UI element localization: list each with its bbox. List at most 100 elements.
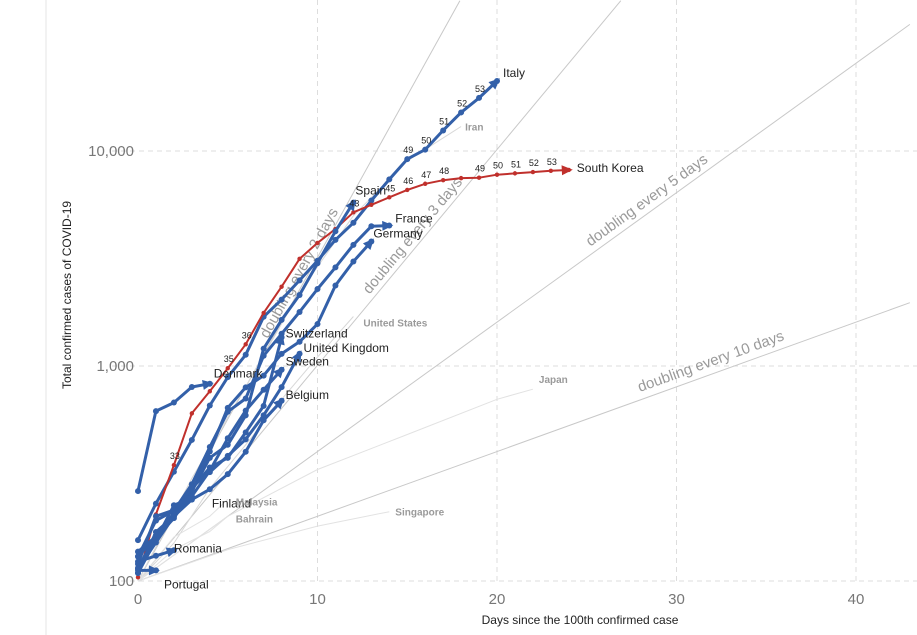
data-point [279,284,284,289]
data-point [242,395,249,402]
data-point [135,558,141,565]
x-axis-title: Days since the 100th confirmed case [482,613,679,627]
data-point [206,486,213,493]
series-label: Italy [503,66,525,80]
series-label: Singapore [395,508,444,519]
data-point [242,448,249,455]
data-point [206,402,213,409]
point-label: 46 [403,176,413,186]
data-point [476,94,483,101]
series-arrowhead [561,165,573,176]
data-point [152,537,159,544]
data-point [332,282,339,289]
series-arrowhead [148,565,160,576]
data-point [350,219,357,226]
data-point [296,291,303,298]
data-point [135,548,141,555]
data-point [260,417,267,424]
data-point [332,236,339,243]
data-point [260,345,267,352]
point-label: 47 [421,170,431,180]
data-point [423,181,428,186]
data-point [224,471,231,478]
axes: Days since the 100th confirmed case Tota… [60,143,864,627]
data-point [242,429,249,436]
series-line [136,496,193,574]
series-arrowhead [488,78,500,90]
doubling-label: doubling every 10 days [635,327,786,395]
point-label: 48 [439,166,449,176]
data-point [296,277,303,284]
series-label: Romania [174,541,222,555]
x-tick-label: 40 [848,591,865,608]
point-label: 53 [475,84,485,94]
data-point [242,436,249,443]
data-point [135,537,141,544]
series-line [137,388,534,582]
data-point [152,552,159,559]
point-label: 35 [224,354,234,364]
point-label: 53 [547,157,557,167]
point-label: 50 [493,161,503,171]
data-point [188,484,195,491]
data-point [135,567,141,574]
series-arrowhead [274,333,285,346]
data-point [242,351,249,358]
series-line [137,169,569,578]
point-label: 51 [439,116,449,126]
highlighted-series [135,78,573,580]
data-point [260,372,267,379]
data-point [207,389,212,394]
series-line [137,498,229,582]
data-point [135,575,141,580]
data-point [260,386,267,393]
data-point [351,210,356,215]
series-label: Malaysia [236,497,278,508]
series-label: United Kingdom [304,341,389,355]
series-line [137,511,390,582]
data-point [314,286,321,293]
data-point [297,256,302,262]
y-tick-label: 100 [109,573,134,590]
series-label: Iran [465,123,483,134]
series-label: United States [363,318,427,329]
y-tick-label: 10,000 [88,143,134,160]
x-tick-label: 30 [668,591,685,608]
data-point [135,488,141,495]
series-arrowhead [382,220,394,231]
data-point [494,172,500,177]
series-label: Finland [212,497,251,511]
data-point [278,316,285,323]
data-point [278,384,285,391]
data-point [458,175,464,181]
series-arrowhead [291,350,302,363]
data-point [368,223,375,230]
series-labels: 49 50 51 52 53 Italy 33 35 36 43 45 46 47 48 49 50 51 52 5… [164,66,644,591]
data-point [243,342,248,347]
point-label: 36 [242,330,252,340]
x-tick-label: 20 [489,591,506,608]
data-point [152,529,159,536]
data-point [170,502,177,509]
series-line [137,316,354,582]
series-label: Sweden [286,355,329,369]
data-point [224,452,231,459]
series-arrowhead [345,199,356,212]
data-point [332,228,339,235]
x-tick-label: 10 [309,591,326,608]
data-point [350,258,357,265]
point-label: 52 [457,98,467,108]
series-label: Bahrain [236,514,273,525]
series-label: Portugal [164,577,209,591]
point-label: 49 [403,145,413,155]
point-label: 51 [511,159,521,169]
series-label: Denmark [214,367,264,381]
data-point [224,435,231,442]
doubling-line [137,302,911,582]
series-line [137,515,229,582]
data-point [350,241,357,248]
doubling-guides: doubling every 2 days doubling every 3 da… [137,0,911,582]
series-arrowhead [362,238,375,251]
series-label: South Korea [577,161,644,175]
